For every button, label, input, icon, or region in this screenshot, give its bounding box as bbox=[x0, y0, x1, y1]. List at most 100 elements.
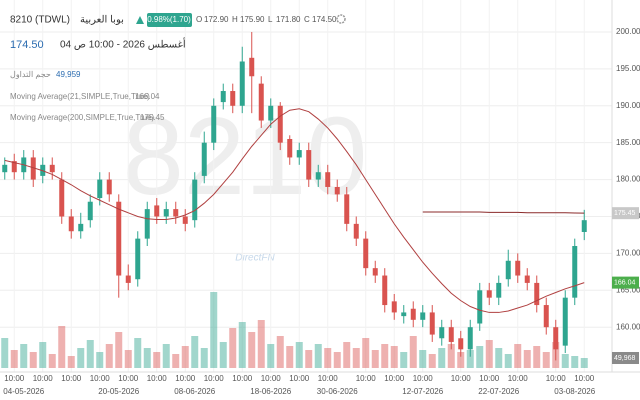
volume-bar bbox=[229, 328, 237, 368]
candle-body bbox=[477, 290, 483, 324]
y-tick-label: 160.00 bbox=[616, 322, 640, 331]
volume-bar bbox=[561, 354, 569, 368]
x-tick-label: 10:00 bbox=[90, 374, 111, 383]
volume-bar bbox=[362, 338, 370, 368]
candle-body bbox=[372, 268, 378, 276]
up-arrow bbox=[136, 16, 144, 24]
candle-body bbox=[458, 338, 464, 350]
candle-body bbox=[182, 216, 188, 224]
x-date-label: 18-06-2026 bbox=[250, 387, 291, 396]
volume-bar bbox=[58, 326, 66, 368]
price-tag bbox=[612, 276, 639, 289]
candle-body bbox=[401, 312, 407, 317]
x-tick-label: 10:00 bbox=[413, 374, 434, 383]
ohlc-value: 171.80 bbox=[276, 15, 301, 24]
y-tick-label: 170.00 bbox=[616, 248, 640, 257]
volume-bar bbox=[286, 346, 294, 368]
volume-bar bbox=[580, 358, 588, 368]
volume-bar bbox=[428, 354, 436, 368]
candle-body bbox=[59, 179, 65, 217]
volume-bar bbox=[124, 350, 132, 368]
candle-body bbox=[49, 164, 55, 173]
candle-body bbox=[239, 61, 245, 106]
candle-body bbox=[287, 138, 293, 158]
y-tick-label: 200.00 bbox=[616, 27, 640, 36]
candle-body bbox=[135, 238, 141, 280]
volume-tag bbox=[612, 352, 639, 365]
ohlc-value: 172.90 bbox=[204, 15, 229, 24]
x-tick-label: 10:00 bbox=[356, 374, 377, 383]
candle-body bbox=[572, 246, 578, 298]
volume-bar bbox=[409, 336, 417, 368]
volume-bar bbox=[504, 354, 512, 368]
x-tick-label: 10:00 bbox=[318, 374, 339, 383]
x-tick-label: 10:00 bbox=[61, 374, 82, 383]
candle-body bbox=[201, 142, 207, 176]
x-date-label: 20-05-2026 bbox=[98, 387, 139, 396]
volume-bar bbox=[29, 352, 37, 368]
candle-body bbox=[306, 150, 312, 180]
volume-bar bbox=[400, 352, 408, 368]
candle-body bbox=[2, 164, 8, 173]
volume-bar bbox=[96, 352, 104, 368]
x-tick-label: 10:00 bbox=[289, 374, 310, 383]
volume-bar bbox=[466, 350, 474, 368]
change-badge bbox=[147, 13, 192, 27]
candle-body bbox=[515, 260, 521, 276]
volume-bar bbox=[295, 342, 303, 368]
ohlc-value: 175.90 bbox=[240, 15, 265, 24]
watermark: 8210 bbox=[123, 95, 368, 218]
candle-body bbox=[410, 308, 416, 320]
candle-body bbox=[249, 57, 255, 77]
volume-bar bbox=[181, 346, 189, 368]
candle-body bbox=[534, 282, 540, 306]
volume-bar bbox=[381, 344, 389, 368]
candle-body bbox=[268, 105, 274, 121]
candle-body bbox=[173, 209, 179, 217]
volume-bar bbox=[172, 354, 180, 368]
marks bbox=[1, 31, 588, 368]
volume-bar bbox=[533, 346, 541, 368]
candle-body bbox=[543, 305, 549, 328]
volume-label: حجم التداول bbox=[10, 70, 51, 79]
ma-line bbox=[422, 211, 585, 214]
volume-bar bbox=[48, 354, 56, 368]
volume-bar bbox=[105, 344, 113, 368]
volume-bar bbox=[390, 346, 398, 368]
x-date-label: 08-06-2026 bbox=[174, 387, 215, 396]
candle-body bbox=[78, 223, 84, 232]
x-date-label: 30-06-2026 bbox=[317, 387, 358, 396]
candle-body bbox=[315, 172, 321, 180]
candle-body bbox=[562, 297, 568, 346]
volume-bar bbox=[571, 356, 579, 368]
candle-body bbox=[97, 179, 103, 199]
x-tick-label: 10:00 bbox=[33, 374, 54, 383]
x-tick-label: 10:00 bbox=[232, 374, 253, 383]
settings-icon[interactable] bbox=[336, 14, 346, 24]
candle-body bbox=[68, 216, 74, 232]
volume-bar bbox=[305, 350, 313, 368]
candle-body bbox=[439, 327, 445, 339]
price: 174.50 bbox=[10, 39, 44, 51]
x-tick-label: 10:00 bbox=[118, 374, 139, 383]
x-tick-label: 10:00 bbox=[175, 374, 196, 383]
candle-body bbox=[30, 157, 36, 180]
volume-bar bbox=[447, 344, 455, 368]
volume-bar bbox=[1, 338, 9, 368]
ohlc-value: 174.50 bbox=[312, 15, 337, 24]
volume-bar bbox=[191, 336, 199, 368]
candle-body bbox=[363, 238, 369, 269]
candle-body bbox=[230, 91, 236, 106]
ohlc-key: L bbox=[268, 15, 273, 24]
x-tick-label: 10:00 bbox=[508, 374, 529, 383]
volume-value: 49,959 bbox=[56, 70, 81, 79]
volume-bar bbox=[248, 332, 256, 368]
volume-bar bbox=[219, 342, 227, 368]
symbol: 8210 (TDWL) bbox=[10, 15, 70, 26]
candle-body bbox=[87, 201, 93, 221]
legend-entry: Moving Average(21,SIMPLE,True,True) bbox=[10, 92, 150, 101]
volume-bar bbox=[86, 340, 94, 368]
volume-bar bbox=[115, 332, 123, 368]
candle-body bbox=[391, 301, 397, 313]
candle-body bbox=[11, 161, 17, 173]
